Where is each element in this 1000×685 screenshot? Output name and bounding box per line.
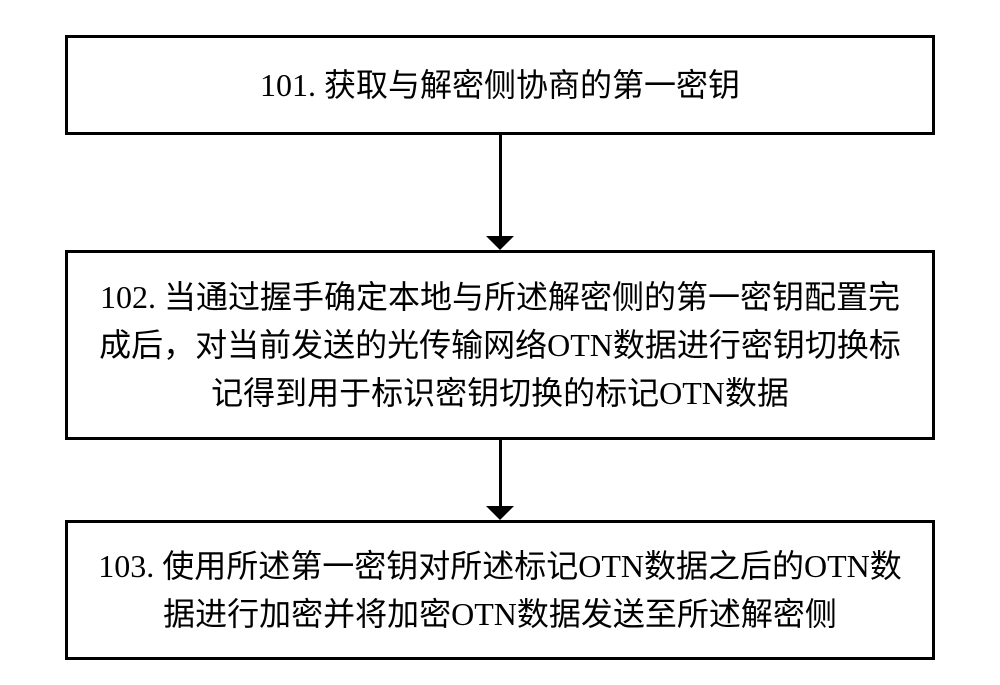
arrow-1-head (486, 236, 514, 250)
step-103-text: 103. 使用所述第一密钥对所述标记OTN数据之后的OTN数据进行加密并将加密O… (88, 542, 912, 638)
arrow-1-line (499, 135, 502, 236)
step-102-text: 102. 当通过握手确定本地与所述解密侧的第一密钥配置完成后，对当前发送的光传输… (88, 273, 912, 417)
step-101-text: 101. 获取与解密侧协商的第一密钥 (260, 61, 740, 109)
flowchart-container: 101. 获取与解密侧协商的第一密钥 102. 当通过握手确定本地与所述解密侧的… (0, 0, 1000, 685)
step-101-box: 101. 获取与解密侧协商的第一密钥 (65, 35, 935, 135)
step-103-box: 103. 使用所述第一密钥对所述标记OTN数据之后的OTN数据进行加密并将加密O… (65, 520, 935, 660)
step-102-box: 102. 当通过握手确定本地与所述解密侧的第一密钥配置完成后，对当前发送的光传输… (65, 250, 935, 440)
arrow-2-head (486, 506, 514, 520)
arrow-2-line (499, 440, 502, 506)
